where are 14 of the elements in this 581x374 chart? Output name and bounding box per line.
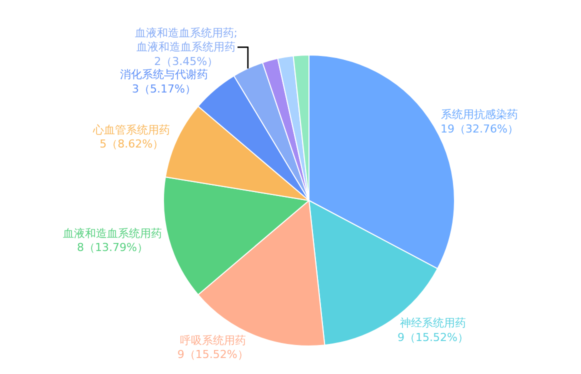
slice-label: 神经系统用药 [400,316,466,330]
slice-label: 心血管系统用药 [92,123,170,136]
slice-label: 呼吸系统用药 [180,334,246,347]
data-label: 9（15.52%） [177,348,248,362]
data-label: 8（13.79%） [77,241,148,254]
slice-label: 消化系统与代谢药 [120,68,208,82]
data-label: 2（3.45%） [154,55,218,68]
slice-label: 系统用抗感染药 [440,108,518,122]
data-label: 5（8.62%） [100,138,164,151]
data-label: 19（32.76%） [440,122,518,136]
data-label: 9（15.52%） [397,330,468,344]
slice-label: 血液和造血系统用药 [62,226,162,240]
data-label: 3（5.17%） [132,82,196,96]
slice-label: 血液和造血系统用药; 血液和造血系统用药 [134,26,238,54]
